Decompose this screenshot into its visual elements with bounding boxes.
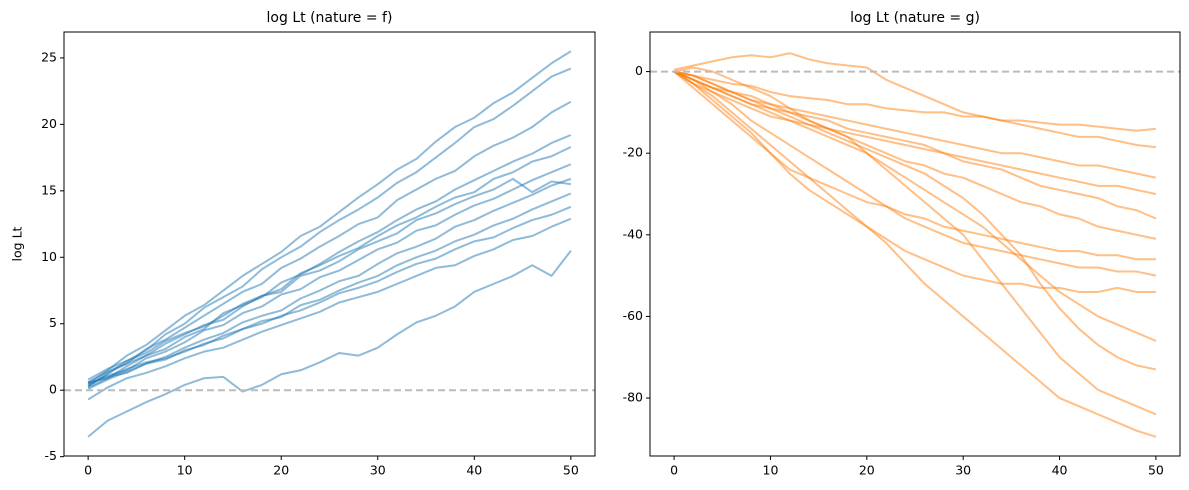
series-line xyxy=(673,70,1157,240)
axes-frame xyxy=(63,31,596,457)
series-line xyxy=(87,100,572,384)
series-line xyxy=(673,70,1157,132)
x-tick-label: 0 xyxy=(670,463,678,478)
series-line xyxy=(673,70,1157,220)
series-line xyxy=(673,52,1157,149)
x-tick-label: 20 xyxy=(273,463,289,478)
x-tick-label: 50 xyxy=(1148,463,1164,478)
series-line xyxy=(87,205,572,384)
plot-area xyxy=(650,52,1180,438)
series-line xyxy=(673,70,1157,277)
plot-area xyxy=(64,50,595,438)
chart-title: log Lt (nature = g) xyxy=(850,10,980,26)
series-line xyxy=(673,70,1157,179)
x-tick-label: 30 xyxy=(955,463,971,478)
series-line xyxy=(87,192,572,385)
y-tick-label: -5 xyxy=(45,448,57,463)
axes-frame xyxy=(649,31,1181,457)
series-line xyxy=(87,177,572,390)
series-line xyxy=(87,177,572,388)
x-tick-label: 30 xyxy=(370,463,386,478)
y-tick-label: -60 xyxy=(623,308,643,323)
panel: log Lt (nature = f) log Lt 0 10 20 30 40 50 -5 0 5… xyxy=(10,10,596,478)
series-line xyxy=(87,50,572,385)
series-line xyxy=(87,146,572,381)
x-tick-label: 0 xyxy=(84,463,92,478)
y-tick-label: -20 xyxy=(623,145,643,160)
x-tick-label: 10 xyxy=(177,463,193,478)
x-tick-label: 40 xyxy=(466,463,482,478)
series-line xyxy=(673,70,1157,195)
chart-title: log Lt (nature = f) xyxy=(267,10,393,26)
series-line xyxy=(673,70,1156,293)
y-axis-label: log Lt xyxy=(10,226,25,261)
series-line xyxy=(673,70,1157,438)
y-tick-label: 10 xyxy=(41,249,57,264)
x-tick-label: 10 xyxy=(763,463,779,478)
series-line xyxy=(87,134,572,389)
x-tick-label: 20 xyxy=(859,463,875,478)
y-tick-label: 25 xyxy=(41,49,57,64)
y-tick-label: 20 xyxy=(41,116,57,131)
x-tick-label: 50 xyxy=(563,463,579,478)
series-line xyxy=(87,163,572,386)
series-line xyxy=(673,66,1157,416)
y-tick-label: 5 xyxy=(49,315,57,330)
series-line xyxy=(673,70,1157,342)
series-line xyxy=(673,70,1157,371)
panel: log Lt (nature = g) 0 10 20 30 40 50 -80 -60 -40 -… xyxy=(623,10,1181,478)
y-tick-label: 0 xyxy=(635,63,643,78)
x-tick-label: 40 xyxy=(1052,463,1068,478)
series-line xyxy=(87,67,572,388)
y-tick-label: -40 xyxy=(623,226,643,241)
series-line xyxy=(87,217,572,401)
y-tick-label: 15 xyxy=(41,182,57,197)
series-line xyxy=(87,250,572,438)
y-tick-label: 0 xyxy=(49,382,57,397)
series-line xyxy=(673,70,1156,261)
y-tick-label: -80 xyxy=(623,390,643,405)
